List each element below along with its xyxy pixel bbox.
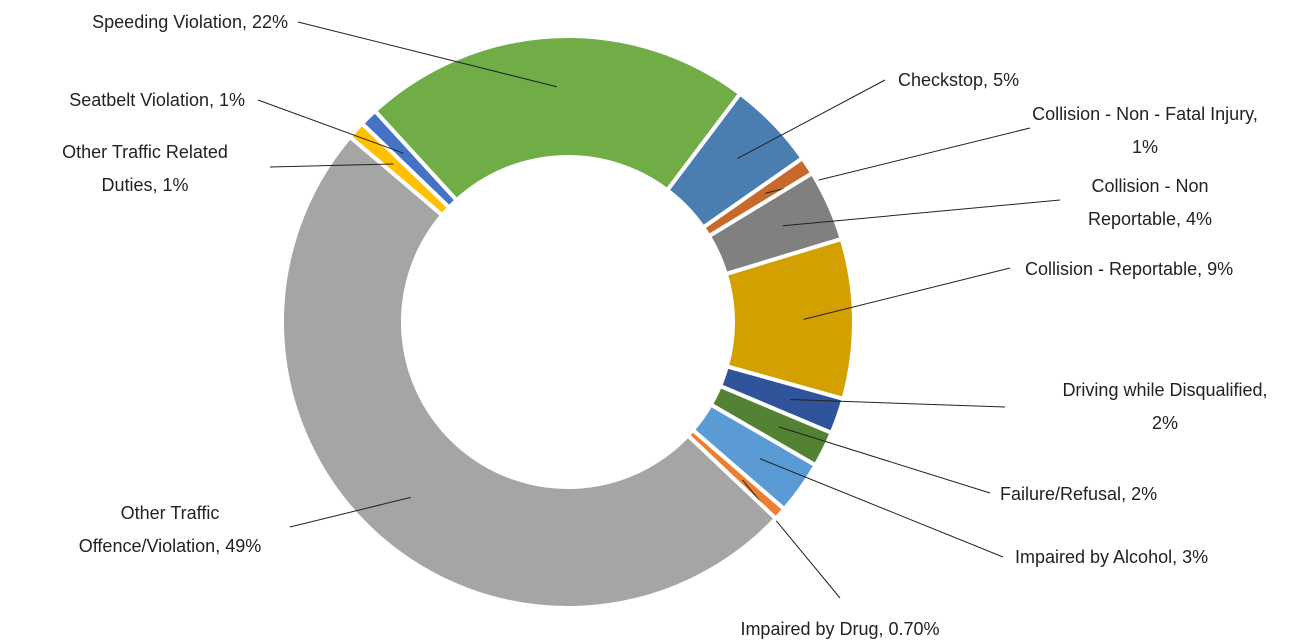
category-label: Collision - Non Reportable	[1087, 176, 1209, 229]
label-separator: ,	[1252, 104, 1258, 124]
label-separator: ,	[1197, 259, 1208, 279]
category-label: Checkstop	[898, 70, 984, 90]
category-label: Impaired by Alcohol	[1015, 547, 1173, 567]
data-label: Collision - Reportable, 9%	[1025, 253, 1233, 286]
leader-line	[782, 199, 1061, 227]
category-label: Collision - Reportable	[1025, 259, 1198, 279]
leader-line	[803, 267, 1011, 320]
value-label: 1%	[218, 90, 245, 110]
data-label: Failure/Refusal, 2%	[1000, 478, 1157, 511]
leader-line	[742, 479, 841, 599]
leader-line	[297, 21, 557, 88]
label-separator: ,	[152, 175, 163, 195]
leader-line	[790, 399, 1006, 408]
leader-line	[778, 426, 991, 494]
data-label: Collision - Non Reportable, 4%	[1060, 170, 1240, 236]
value-label: 2%	[1151, 413, 1178, 433]
label-separator: ,	[208, 90, 219, 110]
data-label: Driving while Disqualified, 2%	[1048, 374, 1283, 440]
value-label: 4%	[1186, 209, 1213, 229]
leader-line	[269, 163, 394, 168]
label-separator: ,	[1172, 547, 1183, 567]
data-label: Impaired by Alcohol, 3%	[1015, 541, 1208, 574]
label-separator: ,	[878, 619, 889, 639]
leader-line	[759, 458, 1004, 558]
value-label: 1%	[162, 175, 189, 195]
label-separator: ,	[1121, 484, 1132, 504]
category-label: Impaired by Drug	[740, 619, 879, 639]
data-label: Speeding Violation, 22%	[92, 6, 288, 39]
value-label: 5%	[993, 70, 1020, 90]
leader-line	[737, 79, 886, 159]
category-label: Failure/Refusal	[1000, 484, 1122, 504]
data-label: Other Traffic Related Duties, 1%	[48, 136, 243, 202]
label-separator: ,	[983, 70, 994, 90]
label-separator: ,	[1262, 380, 1268, 400]
value-label: 0.70%	[888, 619, 940, 639]
data-label: Collision - Non - Fatal Injury, 1%	[1025, 98, 1265, 164]
category-label: Other Traffic Offence/Violation	[78, 503, 220, 556]
value-label: 49%	[225, 536, 262, 556]
category-label: Collision - Non - Fatal Injury	[1032, 104, 1253, 124]
label-separator: ,	[1176, 209, 1187, 229]
leader-line	[257, 99, 404, 154]
data-label: Checkstop, 5%	[898, 64, 1019, 97]
data-label: Other Traffic Offence/Violation, 49%	[65, 497, 275, 563]
data-label: Seatbelt Violation, 1%	[69, 84, 245, 117]
data-label: Impaired by Drug, 0.70%	[690, 613, 990, 642]
value-label: 9%	[1207, 259, 1234, 279]
value-label: 3%	[1182, 547, 1209, 567]
category-label: Seatbelt Violation	[69, 90, 209, 110]
label-separator: ,	[215, 536, 226, 556]
leader-line	[289, 496, 411, 528]
value-label: 22%	[251, 12, 288, 32]
category-label: Other Traffic Related Duties	[62, 142, 228, 195]
category-label: Driving while Disqualified	[1062, 380, 1263, 400]
slice	[372, 34, 743, 204]
label-separator: ,	[241, 12, 252, 32]
value-label: 2%	[1131, 484, 1158, 504]
category-label: Speeding Violation	[92, 12, 242, 32]
value-label: 1%	[1131, 137, 1158, 157]
slice	[280, 134, 779, 610]
